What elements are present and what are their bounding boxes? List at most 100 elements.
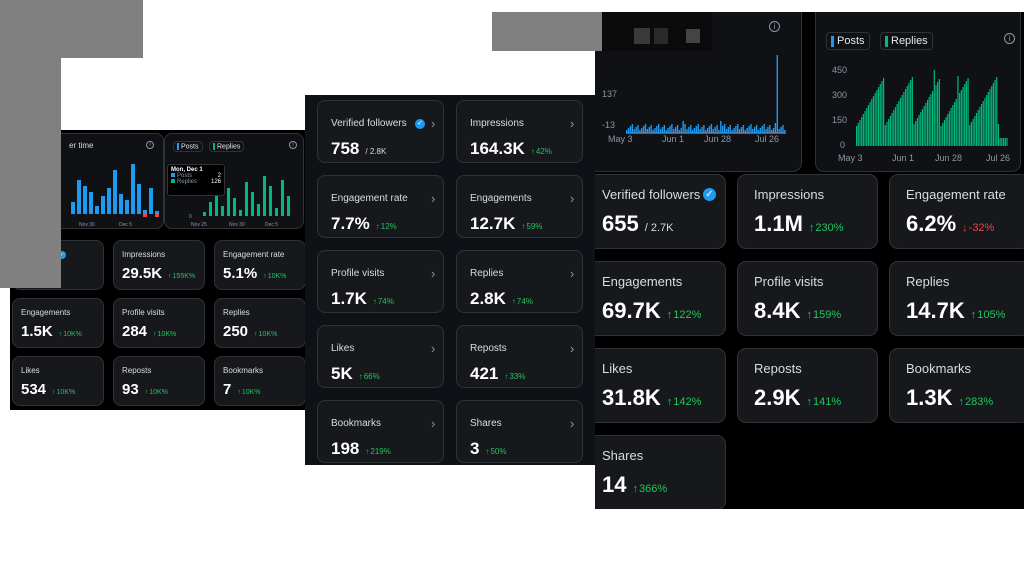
chart-bar	[992, 83, 994, 146]
metric-card[interactable]: Replies 250 ↑10K%	[214, 298, 306, 348]
y-tick: 137	[602, 89, 618, 99]
metric-card[interactable]: Replies 14.7K ↑105%	[889, 261, 1024, 336]
metric-card[interactable]: Profile visits 284 ↑10K%	[113, 298, 205, 348]
chart-bar	[658, 124, 660, 133]
chart-bar	[876, 90, 878, 146]
chart-bar	[857, 123, 859, 146]
chart-bar	[688, 127, 690, 133]
chart-bar	[676, 125, 679, 133]
metric-delta-value: 12%	[380, 222, 397, 231]
chart-bar	[671, 124, 673, 133]
metric-delta-value: 33%	[509, 372, 526, 381]
x-tick: Jun 1	[892, 153, 915, 163]
chart-bar	[155, 211, 159, 214]
chevron-right-icon[interactable]: ›	[431, 266, 436, 281]
chart-bar	[263, 176, 266, 216]
metric-card[interactable]: Bookmarks 1.3K ↑283%	[889, 348, 1024, 423]
metric-card[interactable]: Reposts 93 ↑10K%	[113, 356, 205, 406]
metric-card[interactable]: Verified followers ✓ 655 / 2.7K	[595, 174, 726, 249]
metric-label: Verified followers	[602, 187, 701, 202]
chart-bar	[203, 212, 206, 216]
chevron-right-icon[interactable]: ›	[570, 116, 575, 131]
info-icon[interactable]: i	[769, 21, 780, 32]
metric-delta-value: 105%	[977, 309, 1006, 321]
metric-delta: ↑219%	[365, 447, 390, 456]
chart-bar	[699, 129, 701, 133]
chevron-right-icon[interactable]: ›	[570, 191, 575, 206]
legend-replies[interactable]: Replies	[880, 32, 933, 50]
metric-card[interactable]: Profile visits › 1.7K ↑74%	[317, 250, 444, 313]
metric-value-row: 1.1M ↑230%	[754, 211, 844, 237]
metric-card[interactable]: Reposts › 421 ↑33%	[456, 325, 583, 388]
info-icon[interactable]: i	[146, 141, 154, 149]
chevron-right-icon[interactable]: ›	[431, 116, 436, 131]
chevron-right-icon[interactable]: ›	[431, 416, 436, 431]
metric-card[interactable]: Replies › 2.8K ↑74%	[456, 250, 583, 313]
arrow-up-icon: ↑	[58, 331, 63, 338]
metric-card[interactable]: Reposts 2.9K ↑141%	[737, 348, 878, 423]
metric-card[interactable]: Impressions 1.1M ↑230%	[737, 174, 878, 249]
x-tick: Jul 26	[986, 153, 1011, 163]
arrow-up-icon: ↑	[632, 483, 638, 495]
chart-bar	[215, 194, 218, 216]
metric-delta: ↑105%	[971, 309, 1006, 321]
metric-card[interactable]: Shares › 3 ↑50%	[456, 400, 583, 463]
chart-bar	[921, 109, 924, 146]
metric-delta-value: 50%	[490, 447, 507, 456]
metric-value: 655	[602, 211, 639, 236]
metric-card[interactable]: Engagement rate › 7.7% ↑12%	[317, 175, 444, 238]
metric-card[interactable]: Shares 14 ↑366%	[595, 435, 726, 509]
metric-card[interactable]: Likes › 5K ↑66%	[317, 325, 444, 388]
chart-bar	[881, 81, 883, 146]
chart-bar	[708, 126, 711, 133]
metric-card[interactable]: Verified followers ✓ › 758 / 2.8K	[317, 100, 444, 163]
chart-bar	[987, 92, 989, 146]
x-tick: Dec 5	[119, 222, 133, 228]
metric-card[interactable]: Engagement rate 6.2% ↓-32%	[889, 174, 1024, 249]
metric-card[interactable]: Bookmarks 7 ↑10K%	[214, 356, 306, 406]
chart-bar	[755, 125, 758, 133]
metric-card[interactable]: Profile visits 8.4K ↑159%	[737, 261, 878, 336]
metric-label: Reposts	[470, 343, 507, 354]
metric-delta-value: 74%	[377, 297, 394, 306]
arrow-up-icon: ↑	[666, 309, 673, 321]
info-icon[interactable]: i	[1004, 33, 1015, 44]
metric-card[interactable]: Impressions › 164.3K ↑42%	[456, 100, 583, 163]
metric-card[interactable]: Likes 534 ↑10K%	[12, 356, 104, 406]
legend-posts[interactable]: Posts	[826, 32, 870, 50]
chevron-right-icon[interactable]: ›	[570, 266, 575, 281]
chart-bar	[884, 125, 886, 146]
metric-value: 8.4K	[754, 298, 801, 323]
y-tick: 300	[832, 90, 848, 100]
chart-bar	[239, 210, 242, 216]
chart-bar	[712, 129, 714, 133]
chevron-right-icon[interactable]: ›	[431, 341, 436, 356]
chart-bar	[631, 124, 634, 133]
metric-label: Impressions	[122, 250, 166, 259]
info-icon[interactable]: i	[289, 141, 297, 149]
metric-card[interactable]: Engagements 69.7K ↑122%	[595, 261, 726, 336]
chart-bar	[874, 93, 876, 146]
legend-replies[interactable]: Replies	[209, 141, 245, 153]
metric-card[interactable]: Engagements 1.5K ↑10K%	[12, 298, 104, 348]
redaction-block	[0, 58, 61, 288]
chart-bar	[89, 192, 93, 214]
metric-card[interactable]: Likes 31.8K ↑142%	[595, 348, 726, 423]
metric-delta-value: 10K%	[63, 331, 82, 338]
chevron-right-icon[interactable]: ›	[431, 191, 436, 206]
chart-bar	[746, 128, 748, 133]
metric-card[interactable]: Impressions 29.5K ↑155K%	[113, 240, 205, 290]
chevron-right-icon[interactable]: ›	[570, 416, 575, 431]
chart-bar	[149, 188, 153, 214]
metric-card[interactable]: Engagement rate 5.1% ↑10K%	[214, 240, 306, 290]
redaction-block	[492, 12, 602, 51]
chevron-right-icon[interactable]: ›	[570, 341, 575, 356]
chart-bar	[776, 55, 778, 133]
chart-bar	[661, 127, 664, 133]
metric-card[interactable]: Engagements › 12.7K ↑59%	[456, 175, 583, 238]
legend-posts[interactable]: Posts	[173, 141, 203, 153]
chart-bar	[722, 126, 724, 133]
metric-card[interactable]: Bookmarks › 198 ↑219%	[317, 400, 444, 463]
metric-value-row: 655 / 2.7K	[602, 211, 673, 237]
metric-delta-value: 366%	[638, 483, 668, 495]
